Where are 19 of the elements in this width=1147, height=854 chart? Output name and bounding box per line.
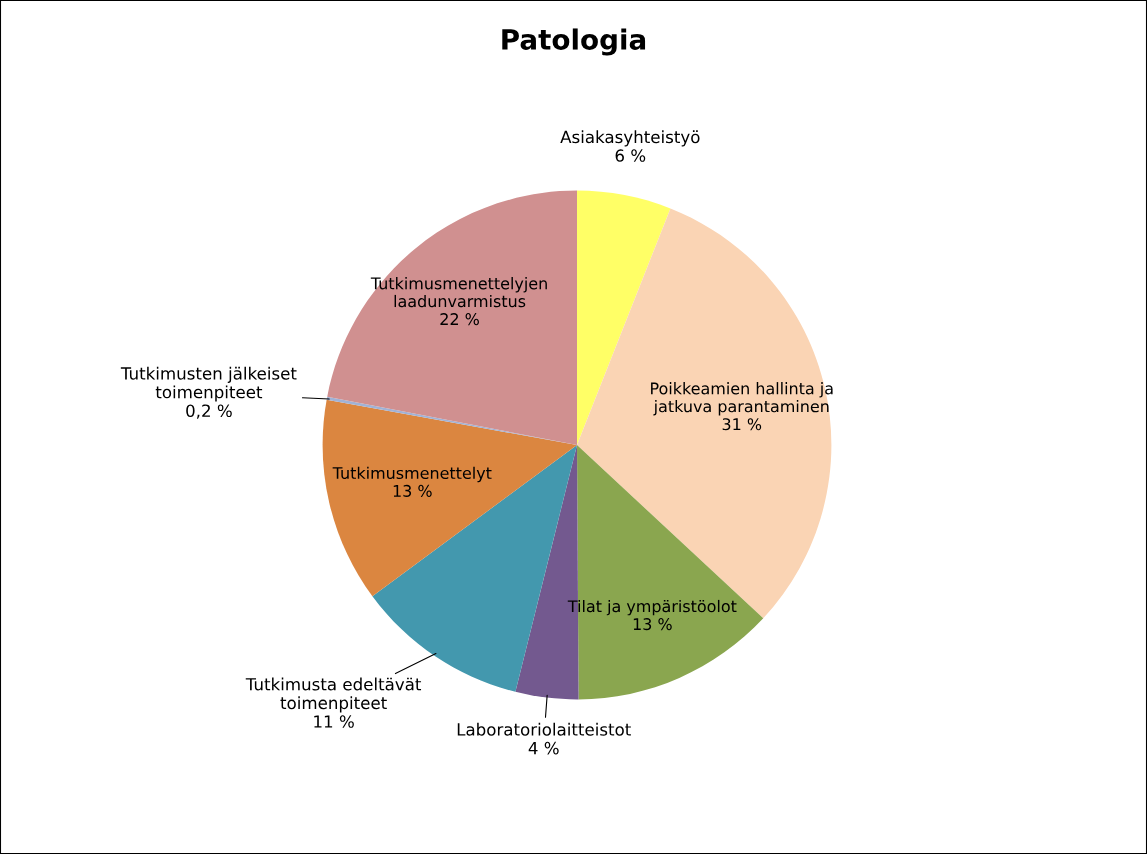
data-label: 22 % [440, 313, 479, 326]
slice-label: Poikkeamien hallinta ja jatkuva parantaminen [651, 382, 833, 416]
data-label: 13 % [393, 484, 432, 497]
chart-title: Patologia [502, 28, 646, 56]
data-label: 0,2 % [186, 404, 232, 419]
slice-label: Tilat ja ympäristöolot [567, 599, 737, 616]
pie-slice [322, 399, 577, 597]
slice-label: Tutkimusmenettelyjen laadunvarmistus [370, 277, 547, 308]
data-label: 13 % [633, 618, 672, 631]
slice-label: Tutkimusmenettelyt [332, 466, 492, 483]
data-label: 11 % [314, 715, 354, 728]
slice-label: Tutkimusten jälkeiset toimenpiteet [120, 366, 297, 402]
slice-label: Asiakasyhteistyö [560, 130, 700, 147]
data-label: 6 % [615, 149, 646, 162]
pie-slice [327, 190, 577, 445]
data-label: 31 % [722, 418, 762, 431]
data-label: 4 % [528, 741, 559, 755]
slice-label: Laboratoriolaitteistot [457, 722, 631, 736]
slice-label: Tutkimusta edeltävät toimenpiteet [245, 677, 422, 713]
